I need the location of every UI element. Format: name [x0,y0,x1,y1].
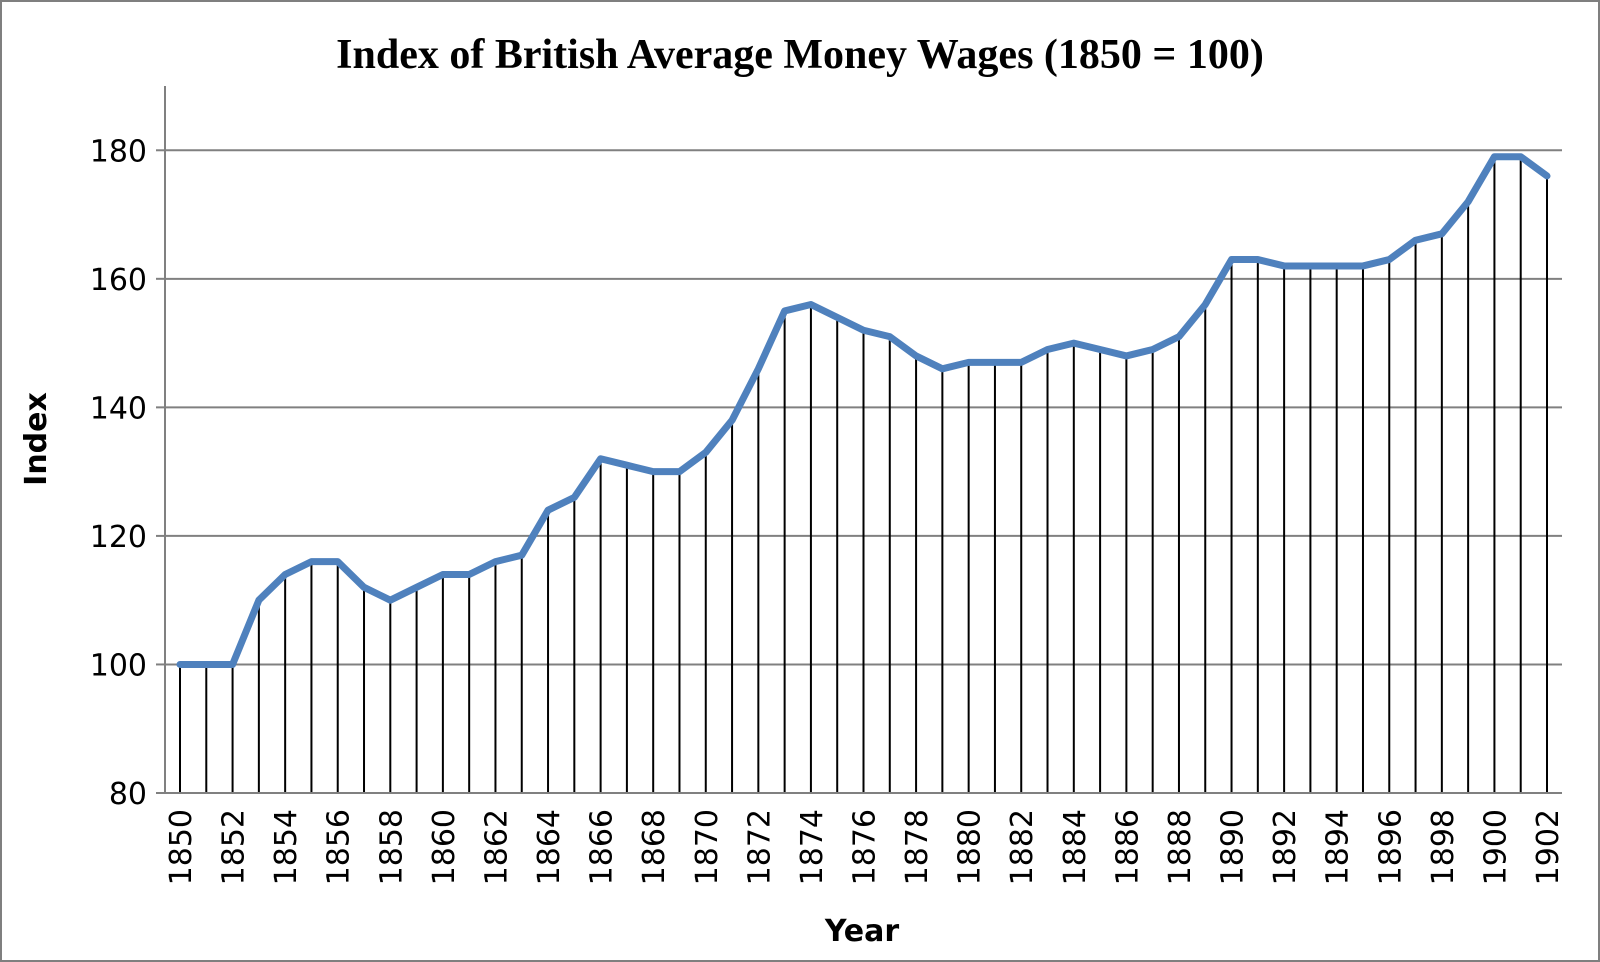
x-tick-label-1874: 1874 [795,809,830,885]
x-tick-label-1870: 1870 [690,809,725,885]
data-point-1854 [283,572,287,576]
x-tick-label-1862: 1862 [479,809,514,885]
x-tick-label-1850: 1850 [164,809,199,885]
data-point-1897 [1414,238,1418,242]
data-point-1853 [257,598,261,602]
data-point-1870 [704,450,708,454]
x-tick-label-1902: 1902 [1531,809,1566,885]
data-point-1884 [1072,341,1076,345]
x-tick-label-1886: 1886 [1110,809,1145,885]
x-tick-label-1864: 1864 [532,809,567,885]
data-point-1883 [1046,348,1050,352]
y-tick-labels: 80 100 120 140 160 180 [90,134,147,812]
x-tick-label-1856: 1856 [322,809,357,885]
data-point-1896 [1387,258,1391,262]
x-tick-label-1872: 1872 [742,809,777,885]
data-point-1891 [1256,258,1260,262]
data-point-1900 [1492,155,1496,159]
x-tick-label-1890: 1890 [1216,809,1251,885]
data-point-1901 [1519,155,1523,159]
data-point-1873 [783,309,787,313]
data-point-1899 [1466,200,1470,204]
x-tick-label-1860: 1860 [427,809,462,885]
data-point-1867 [625,463,629,467]
x-tick-label-1894: 1894 [1321,809,1356,885]
data-point-1875 [835,315,839,319]
data-point-1886 [1124,354,1128,358]
x-tick-label-1888: 1888 [1163,809,1198,885]
x-tick-label-1866: 1866 [585,809,620,885]
y-tick-label-140: 140 [90,391,147,426]
chart-title: Index of British Average Money Wages (18… [336,32,1264,78]
data-point-1894 [1335,264,1339,268]
x-axis-title: Year [824,914,900,949]
data-point-1877 [888,335,892,339]
data-point-1861 [467,572,471,576]
data-point-1893 [1308,264,1312,268]
data-point-1864 [546,508,550,512]
data-point-1874 [809,303,813,307]
y-tick-label-120: 120 [90,520,147,555]
drop-lines [179,156,1548,793]
data-point-1881 [993,360,997,364]
data-point-1880 [967,360,971,364]
data-point-1872 [756,367,760,371]
data-point-1863 [520,553,524,557]
data-point-1892 [1282,264,1286,268]
x-tick-label-1878: 1878 [900,809,935,885]
data-point-1856 [336,560,340,564]
x-tick-label-1898: 1898 [1426,809,1461,885]
data-point-1865 [572,495,576,499]
data-point-1885 [1098,348,1102,352]
data-point-1869 [677,470,681,474]
data-point-1851 [204,662,208,666]
data-point-1895 [1361,264,1365,268]
data-point-1902 [1545,174,1549,178]
x-tick-label-1896: 1896 [1373,809,1408,885]
data-point-1887 [1151,348,1155,352]
x-tick-label-1892: 1892 [1268,809,1303,885]
data-point-1898 [1440,232,1444,236]
data-point-1878 [914,354,918,358]
data-point-1852 [231,662,235,666]
x-tick-labels: 1850 1852 1854 1856 1858 1860 1862 1864 1866 1868… [164,809,1566,885]
x-tick-label-1882: 1882 [1005,809,1040,885]
data-point-1889 [1203,303,1207,307]
x-tick-label-1876: 1876 [848,809,883,885]
y-tick-label-160: 160 [90,263,147,298]
x-tick-label-1852: 1852 [217,809,252,885]
x-tick-label-1868: 1868 [637,809,672,885]
data-point-1850 [178,662,182,666]
y-axis-title: Index [19,392,54,486]
data-point-1888 [1177,335,1181,339]
y-tick-label-80: 80 [109,777,147,812]
data-point-1890 [1230,258,1234,262]
y-tick-label-100: 100 [90,648,147,683]
data-point-1857 [362,585,366,589]
data-point-1859 [415,585,419,589]
data-point-1862 [493,560,497,564]
data-point-1868 [651,470,655,474]
data-point-1860 [441,572,445,576]
data-point-1882 [1019,360,1023,364]
x-tick-label-1880: 1880 [953,809,988,885]
data-point-1855 [309,560,313,564]
x-tick-label-1884: 1884 [1058,809,1093,885]
data-point-1866 [599,457,603,461]
x-tick-label-1854: 1854 [269,809,304,885]
y-tick-label-180: 180 [90,134,147,169]
data-point-1876 [862,328,865,332]
data-point-1871 [730,418,734,422]
data-point-1879 [940,367,944,371]
axes [156,86,1562,794]
data-point-1858 [388,598,392,602]
x-tick-label-1900: 1900 [1478,809,1513,885]
x-tick-label-1858: 1858 [374,809,409,885]
series-lines [176,153,1551,668]
